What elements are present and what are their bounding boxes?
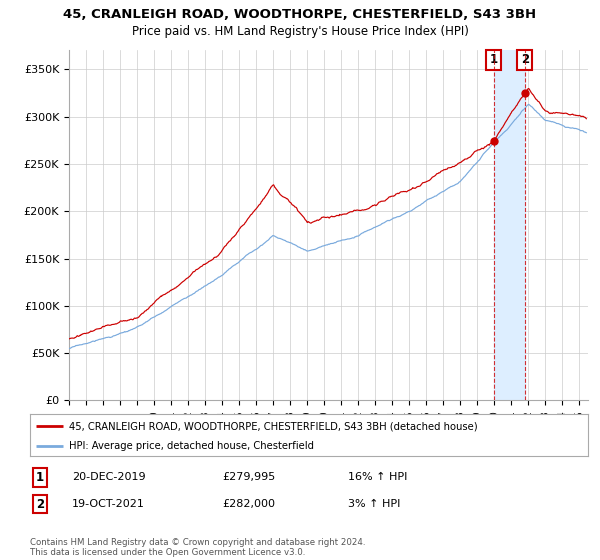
Text: 16% ↑ HPI: 16% ↑ HPI (348, 472, 407, 482)
Text: 2: 2 (521, 53, 529, 66)
Text: 1: 1 (36, 470, 44, 484)
Text: 45, CRANLEIGH ROAD, WOODTHORPE, CHESTERFIELD, S43 3BH (detached house): 45, CRANLEIGH ROAD, WOODTHORPE, CHESTERF… (69, 421, 478, 431)
Text: 20-DEC-2019: 20-DEC-2019 (72, 472, 146, 482)
Text: 1: 1 (490, 53, 498, 66)
Text: 2: 2 (36, 497, 44, 511)
Text: 3% ↑ HPI: 3% ↑ HPI (348, 499, 400, 509)
Text: 19-OCT-2021: 19-OCT-2021 (72, 499, 145, 509)
Text: Price paid vs. HM Land Registry's House Price Index (HPI): Price paid vs. HM Land Registry's House … (131, 25, 469, 38)
Text: £282,000: £282,000 (222, 499, 275, 509)
Text: Contains HM Land Registry data © Crown copyright and database right 2024.
This d: Contains HM Land Registry data © Crown c… (30, 538, 365, 557)
Text: 45, CRANLEIGH ROAD, WOODTHORPE, CHESTERFIELD, S43 3BH: 45, CRANLEIGH ROAD, WOODTHORPE, CHESTERF… (64, 8, 536, 21)
Text: HPI: Average price, detached house, Chesterfield: HPI: Average price, detached house, Ches… (69, 441, 314, 451)
Text: £279,995: £279,995 (222, 472, 275, 482)
Bar (494, 50, 525, 400)
